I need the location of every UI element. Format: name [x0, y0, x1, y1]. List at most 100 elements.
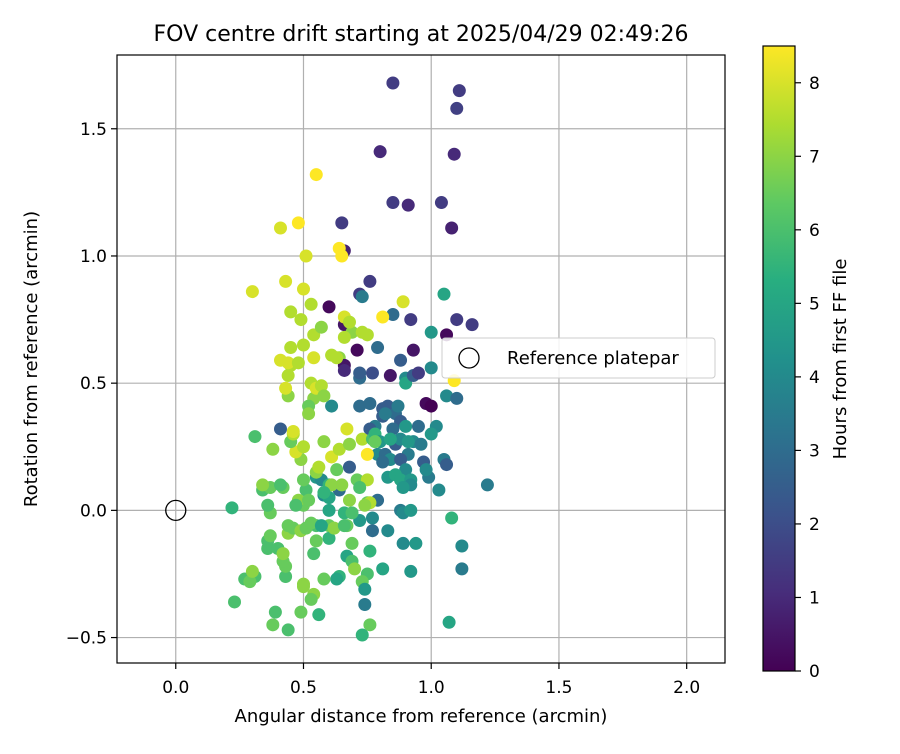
- data-point: [335, 478, 349, 492]
- data-point: [296, 580, 310, 594]
- data-point: [355, 432, 369, 446]
- y-tick-label: −0.5: [66, 629, 107, 649]
- x-axis-label: Angular distance from reference (arcmin): [235, 706, 608, 727]
- data-point: [281, 519, 295, 533]
- data-point: [401, 198, 415, 212]
- data-point: [365, 524, 379, 538]
- data-point: [378, 407, 392, 421]
- data-point: [386, 76, 400, 90]
- data-point: [342, 437, 356, 451]
- data-point: [317, 435, 331, 449]
- data-point: [363, 274, 377, 288]
- data-point: [337, 519, 351, 533]
- data-point: [330, 572, 344, 586]
- data-point: [332, 442, 346, 456]
- data-point: [465, 318, 479, 332]
- data-point: [312, 608, 326, 622]
- data-point: [284, 341, 298, 355]
- data-point: [276, 547, 290, 561]
- data-point: [353, 480, 367, 494]
- data-point: [360, 447, 374, 461]
- x-axis-ticks: 0.0 0.5 1.0 1.5 2.0: [162, 663, 700, 698]
- data-point: [399, 419, 413, 433]
- data-point: [273, 221, 287, 235]
- data-point: [304, 592, 318, 606]
- legend-label: Reference platepar: [507, 348, 679, 369]
- data-point: [353, 366, 367, 380]
- data-point: [445, 511, 459, 525]
- data-point: [243, 575, 257, 589]
- data-point: [307, 547, 321, 561]
- colorbar: 0 1 2 3 4 5 6 7 8 Hours from first FF file: [762, 45, 851, 682]
- data-point: [432, 483, 446, 497]
- data-point: [304, 516, 318, 530]
- data-point: [314, 519, 328, 533]
- data-point: [281, 356, 295, 370]
- data-point: [396, 536, 410, 550]
- colorbar-tick-label: 4: [809, 368, 820, 388]
- data-point: [312, 460, 326, 474]
- data-point: [414, 437, 428, 451]
- data-point: [396, 480, 410, 494]
- data-point: [348, 562, 362, 576]
- data-point: [358, 582, 372, 596]
- y-tick-label: 1.0: [80, 247, 107, 267]
- data-point: [401, 435, 415, 449]
- data-point: [304, 297, 318, 311]
- data-point: [419, 463, 433, 477]
- data-point: [342, 493, 356, 507]
- data-point: [383, 369, 397, 383]
- data-point: [368, 435, 382, 449]
- data-point: [322, 300, 336, 314]
- data-point: [455, 539, 469, 553]
- data-point: [322, 531, 336, 545]
- data-point: [409, 536, 423, 550]
- data-point: [279, 381, 293, 395]
- data-point: [450, 101, 464, 115]
- data-point: [273, 422, 287, 436]
- data-point: [314, 320, 328, 334]
- legend-marker-open-circle: [458, 347, 480, 369]
- data-point: [365, 511, 379, 525]
- data-point: [337, 363, 351, 377]
- data-point: [296, 282, 310, 296]
- data-point: [424, 427, 438, 441]
- chart-title: FOV centre drift starting at 2025/04/29 …: [154, 22, 689, 47]
- y-tick-label: 0.0: [80, 501, 107, 521]
- reference-platepar-marker: [165, 499, 187, 522]
- data-point: [256, 478, 270, 492]
- data-point: [394, 353, 408, 367]
- data-point: [355, 628, 369, 642]
- x-tick-label: 0.0: [162, 678, 189, 698]
- data-point: [342, 315, 356, 329]
- data-point: [314, 379, 328, 393]
- data-point: [330, 463, 344, 477]
- data-point: [245, 285, 259, 299]
- data-point: [434, 196, 448, 210]
- data-point: [455, 562, 469, 576]
- data-point: [376, 562, 390, 576]
- scatter-points: [165, 76, 494, 642]
- data-point: [225, 501, 239, 515]
- data-point: [437, 287, 451, 301]
- data-point: [424, 325, 438, 339]
- data-point: [358, 597, 372, 611]
- data-point: [376, 310, 390, 324]
- data-point: [360, 328, 374, 342]
- data-point: [279, 274, 293, 288]
- data-point: [363, 618, 377, 632]
- data-point: [327, 521, 341, 535]
- data-point: [289, 498, 303, 512]
- data-point: [404, 503, 418, 517]
- x-tick-label: 1.0: [418, 678, 445, 698]
- data-point: [365, 366, 379, 380]
- y-axis-ticks: −0.5 0.0 0.5 1.0 1.5: [66, 120, 117, 649]
- data-point: [363, 397, 377, 411]
- data-point: [317, 486, 331, 500]
- data-point: [386, 196, 400, 210]
- data-point: [424, 399, 438, 413]
- data-point: [268, 605, 282, 619]
- data-point: [317, 572, 331, 586]
- colorbar-label: Hours from first FF file: [830, 259, 851, 460]
- data-point: [345, 506, 359, 520]
